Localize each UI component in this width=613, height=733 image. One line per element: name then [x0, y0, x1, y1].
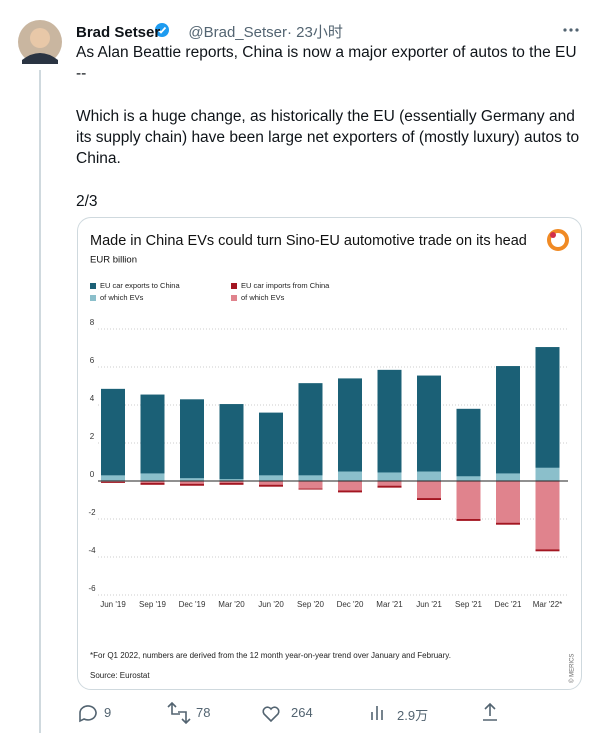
bar: [298, 481, 323, 489]
bar: [101, 475, 125, 481]
legend-swatch: [90, 283, 96, 289]
paragraph: 2/3: [76, 193, 98, 210]
view-count: 2.9万: [397, 708, 429, 723]
x-tick-label: Sep '21: [455, 600, 482, 609]
bar: [496, 481, 520, 523]
reply-count: 9: [104, 705, 112, 720]
y-tick-label: 2: [90, 432, 95, 441]
chart-credit: © MERICS: [569, 654, 576, 683]
x-tick-label: Mar '20: [218, 600, 245, 609]
bar: [338, 378, 362, 481]
bar: [219, 404, 244, 481]
y-tick-label: 4: [90, 394, 95, 403]
more-menu[interactable]: [563, 28, 579, 32]
retweet-icon[interactable]: [167, 701, 191, 725]
paragraph: As Alan Beattie reports, China is now a …: [76, 44, 577, 82]
chart[interactable]: Made in China EVs could turn Sino-EU aut…: [77, 217, 582, 690]
x-tick-label: Sep '20: [297, 600, 324, 609]
y-tick-label: 6: [90, 356, 95, 365]
bar: [298, 475, 323, 481]
legend-swatch: [90, 295, 96, 301]
bar: [535, 347, 560, 481]
bar: [180, 399, 204, 481]
bar: [259, 475, 283, 481]
x-tick-label: Dec '21: [495, 600, 522, 609]
bar: [456, 408, 481, 481]
author-name[interactable]: Brad Setser: [76, 24, 161, 41]
x-tick-label: Mar '21: [376, 600, 403, 609]
y-tick-label: -2: [88, 508, 96, 517]
x-tick-label: Sep '19: [139, 600, 166, 609]
timestamp[interactable]: · 23小时: [287, 24, 343, 41]
tweet-text: As Alan Beattie reports, China is now a …: [76, 42, 581, 234]
retweet-count: 78: [196, 705, 211, 720]
x-tick-label: Jun '20: [258, 600, 284, 609]
bar: [456, 476, 481, 481]
bar: [180, 481, 204, 484]
reply-icon[interactable]: [79, 705, 97, 723]
legend-label: EU car exports to China: [100, 281, 180, 290]
bar: [535, 481, 560, 550]
bar: [417, 375, 441, 481]
y-tick-label: -6: [88, 584, 96, 593]
y-tick-label: 8: [90, 318, 95, 327]
legend-swatch: [231, 283, 237, 289]
bar: [417, 471, 441, 481]
bar: [496, 473, 520, 481]
bar: [377, 472, 402, 481]
views-icon[interactable]: [371, 706, 383, 720]
bar: [535, 467, 560, 481]
bar: [377, 369, 402, 481]
handle[interactable]: @Brad_Setser: [188, 24, 287, 41]
paragraph: Which is a huge change, as historically …: [76, 108, 580, 167]
bar: [496, 366, 520, 481]
header: Brad Setser @Brad_Setser· 23小时: [76, 21, 343, 42]
chart-title: Made in China EVs could turn Sino-EU aut…: [90, 233, 527, 249]
bar: [377, 481, 402, 486]
chart-source: Source: Eurostat: [90, 671, 150, 680]
bar: [298, 383, 323, 481]
x-tick-label: Jun '19: [100, 600, 126, 609]
bar: [338, 471, 362, 481]
bar: [259, 412, 283, 481]
y-tick-label: -4: [88, 546, 96, 555]
bar: [140, 394, 165, 481]
chart-note: *For Q1 2022, numbers are derived from t…: [90, 651, 451, 660]
y-tick-label: 0: [90, 470, 95, 479]
like-icon[interactable]: [262, 706, 280, 723]
bar: [140, 473, 165, 481]
x-tick-label: Dec '20: [337, 600, 364, 609]
bar: [417, 481, 441, 499]
legend-label: of which EVs: [241, 293, 285, 302]
bar: [219, 479, 244, 481]
bar: [101, 388, 125, 481]
legend-swatch: [231, 295, 237, 301]
legend-label: of which EVs: [100, 293, 144, 302]
share-icon[interactable]: [483, 702, 497, 721]
legend-label: EU car imports from China: [241, 281, 330, 290]
bar: [140, 481, 165, 483]
like-count: 264: [291, 705, 313, 720]
x-tick-label: Jun '21: [416, 600, 442, 609]
bar: [180, 478, 204, 481]
bar: [338, 481, 362, 491]
bar: [456, 481, 481, 519]
chart-subtitle: EUR billion: [90, 255, 137, 266]
bar: [259, 481, 283, 485]
x-tick-label: Mar '22*: [533, 600, 563, 609]
logo: [547, 229, 569, 251]
x-tick-label: Dec '19: [179, 600, 206, 609]
bar: [219, 481, 244, 483]
verified-badge: [155, 23, 169, 37]
